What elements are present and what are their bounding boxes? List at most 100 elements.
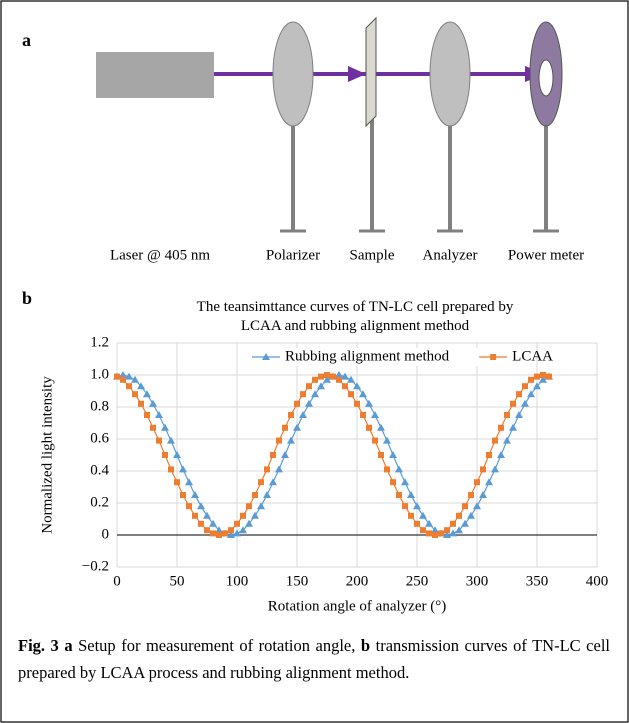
marker	[114, 373, 120, 380]
marker	[317, 382, 325, 390]
x-tick-label: 350	[526, 573, 549, 589]
caption-part: a	[64, 636, 73, 655]
marker	[330, 373, 336, 380]
marker	[533, 382, 541, 390]
marker	[509, 423, 517, 431]
marker	[419, 511, 427, 519]
marker	[222, 530, 228, 537]
marker	[324, 372, 330, 378]
x-tick-label: 200	[346, 573, 369, 589]
marker	[197, 502, 205, 510]
marker	[462, 503, 468, 510]
marker	[486, 452, 492, 458]
component-label: Laser @ 405 nm	[110, 247, 210, 263]
chart-title: The teansimttance curves of TN-LC cell p…	[196, 299, 514, 334]
marker	[282, 424, 288, 431]
marker	[264, 466, 270, 473]
marker	[311, 390, 319, 398]
x-tick-label: 300	[466, 573, 489, 589]
marker	[262, 353, 270, 360]
marker	[432, 532, 438, 538]
marker	[234, 520, 240, 527]
marker	[270, 452, 276, 458]
marker	[305, 399, 313, 407]
marker	[216, 532, 222, 538]
marker	[389, 451, 397, 458]
marker	[120, 376, 126, 383]
marker	[401, 478, 409, 486]
marker	[503, 436, 511, 444]
marker	[275, 465, 283, 473]
marker	[456, 512, 462, 519]
marker	[438, 530, 444, 537]
y-tick-label: 0.6	[90, 430, 109, 446]
marker	[450, 520, 456, 527]
marker	[491, 465, 499, 473]
marker	[174, 479, 180, 486]
y-tick-label: 1.0	[90, 366, 109, 382]
marker	[461, 519, 469, 527]
marker	[353, 382, 361, 390]
marker	[239, 526, 247, 534]
marker	[395, 465, 403, 473]
marker	[443, 531, 451, 538]
marker	[390, 479, 396, 486]
component-label: Polarizer	[266, 247, 320, 263]
marker	[365, 399, 373, 407]
marker	[522, 383, 528, 390]
y-tick-label: 1.2	[90, 334, 109, 350]
marker	[323, 375, 331, 383]
marker	[479, 491, 487, 498]
marker	[143, 390, 151, 398]
y-tick-label: 0.4	[90, 462, 109, 478]
component-label: Sample	[350, 247, 395, 263]
marker	[539, 375, 547, 383]
marker	[431, 526, 439, 534]
series-line	[116, 374, 550, 536]
marker	[294, 400, 300, 407]
marker	[490, 354, 497, 360]
marker	[258, 479, 264, 486]
marker	[498, 424, 504, 431]
marker	[276, 437, 282, 444]
marker	[360, 412, 366, 418]
marker	[497, 451, 505, 458]
marker	[179, 465, 187, 473]
marker	[312, 376, 318, 383]
marker	[359, 390, 367, 398]
marker	[246, 503, 252, 510]
marker	[473, 502, 481, 510]
component-label: Power meter	[508, 247, 584, 263]
marker	[420, 527, 426, 534]
marker	[371, 411, 379, 418]
x-tick-label: 100	[226, 573, 249, 589]
marker	[455, 526, 463, 534]
y-tick-label: −0.2	[82, 558, 109, 574]
marker	[149, 399, 157, 407]
legend-box	[248, 348, 520, 366]
marker	[186, 503, 192, 510]
marker	[306, 383, 312, 390]
series-line	[116, 374, 550, 536]
marker	[240, 512, 246, 519]
marker	[534, 373, 540, 380]
marker	[413, 502, 421, 510]
marker	[281, 451, 289, 458]
marker	[131, 375, 139, 383]
marker	[204, 527, 210, 534]
marker	[341, 372, 349, 380]
marker	[300, 391, 306, 398]
marker	[527, 390, 535, 398]
marker	[252, 492, 258, 498]
marker	[287, 436, 295, 444]
marker	[444, 527, 450, 534]
caption: Fig. 3 a Setup for measurement of rotati…	[18, 632, 610, 686]
sample	[359, 16, 385, 233]
marker	[480, 466, 486, 473]
marker	[144, 412, 150, 418]
marker	[402, 503, 408, 510]
marker	[408, 512, 414, 519]
